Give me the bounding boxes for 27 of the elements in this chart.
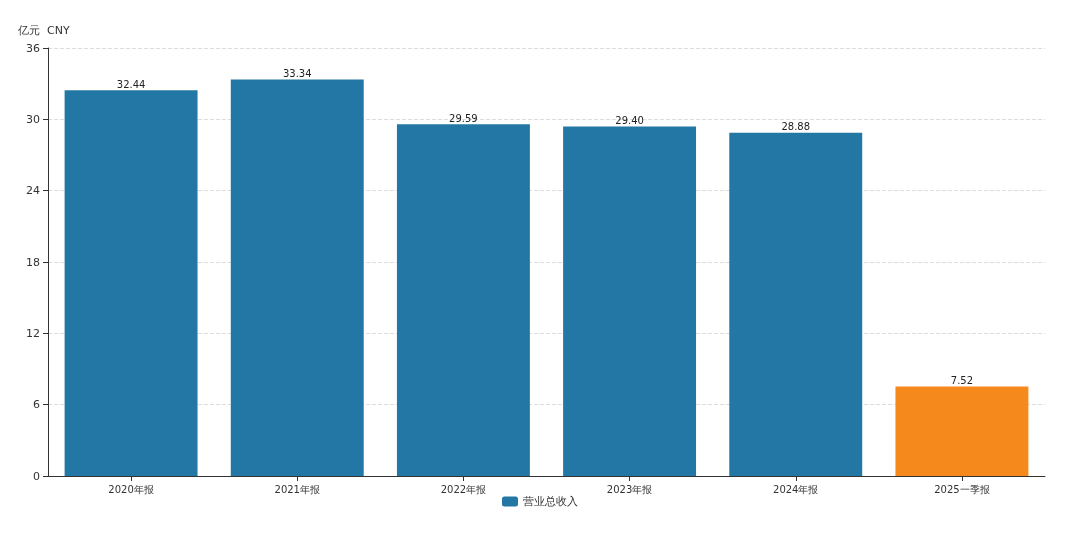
y-tick-label: 6 [33,398,40,412]
x-tick-label: 2025一季报 [934,483,990,495]
y-tick-label: 30 [26,112,40,126]
y-tick-label: 12 [26,326,40,340]
y-tick-label: 24 [26,184,40,198]
bar [895,386,1029,476]
data-label: 29.40 [615,114,644,126]
data-label: 29.59 [449,112,478,124]
x-tick-label: 2020年报 [108,483,154,495]
x-tick-label: 2021年报 [274,483,320,495]
legend-label: 营业总收入 [523,495,578,508]
data-label: 33.34 [282,68,312,80]
x-tick-label: 2024年报 [773,483,819,495]
data-label: 32.44 [116,78,146,90]
bar [396,124,530,476]
bar [563,126,697,476]
y-axis-title: 亿元 CNY [17,24,70,37]
x-tick-label: 2023年报 [606,483,653,495]
y-tick-label: 18 [26,255,40,269]
bar [729,132,863,476]
y-tick-label: 36 [26,41,40,55]
data-label: 28.88 [781,121,811,133]
bar [64,90,198,476]
x-tick-label: 2022年报 [440,483,487,495]
data-label: 7.52 [950,375,974,387]
bar [230,79,364,476]
y-tick-label: 0 [33,469,40,483]
